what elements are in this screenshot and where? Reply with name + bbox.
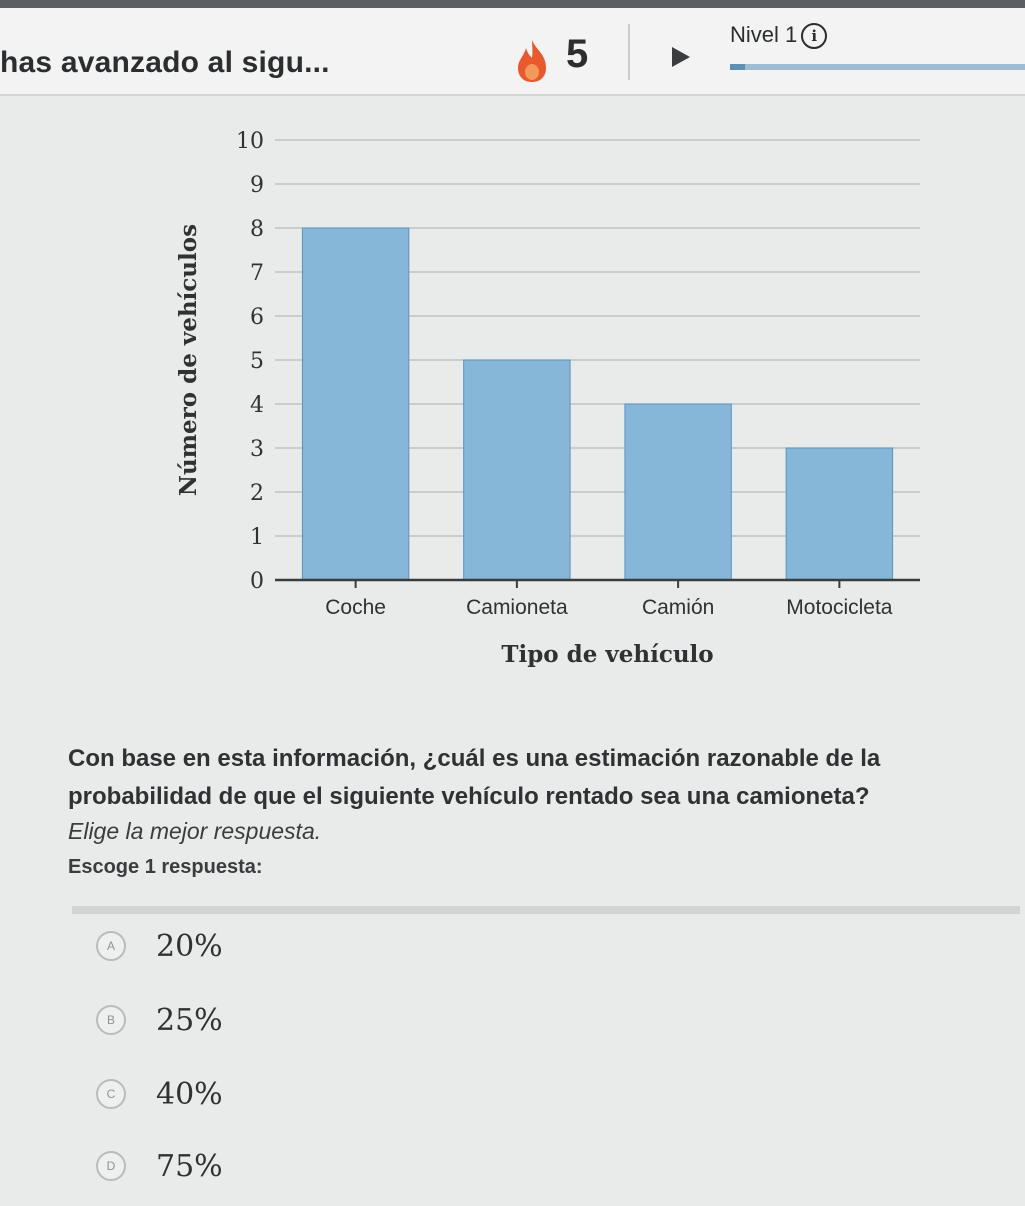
info-icon[interactable]: i — [801, 23, 828, 49]
option-d-text: 75% — [156, 1148, 223, 1184]
option-c-text: 40% — [156, 1076, 223, 1112]
option-b-text: 25% — [156, 1002, 223, 1038]
option-d[interactable]: D 75% — [96, 1146, 223, 1186]
play-icon[interactable] — [668, 44, 694, 70]
option-a[interactable]: A 20% — [96, 926, 223, 966]
top-strip — [0, 0, 1025, 8]
level-progress-fill — [730, 64, 745, 70]
option-a-marker: A — [96, 931, 126, 961]
x-tick-label: Camión — [642, 596, 714, 619]
bar-chart: 0 1 2 3 4 5 6 7 8 9 10 Coche Camioneta Camión Motocicl… — [175, 129, 920, 668]
question-text: Con base en esta información, ¿cuál es u… — [68, 745, 881, 810]
y-tick-label: 6 — [250, 305, 264, 330]
bar — [463, 359, 571, 581]
option-b-marker: B — [96, 1005, 126, 1035]
y-tick-label: 7 — [250, 261, 264, 286]
y-tick-label: 5 — [250, 349, 264, 374]
bar — [624, 403, 732, 581]
y-tick-label: 2 — [250, 481, 264, 506]
option-a-text: 20% — [156, 928, 223, 964]
option-c-marker: C — [96, 1079, 126, 1109]
y-axis-label: Número de vehículos — [175, 224, 202, 496]
x-tick-label: Camioneta — [466, 596, 568, 619]
streak-count: 5 — [566, 32, 589, 76]
x-tick-label: Motocicleta — [786, 596, 893, 619]
x-axis-label: Tipo de vehículo — [501, 641, 713, 668]
options-divider — [72, 906, 1020, 914]
level-text: Nivel 1 — [730, 22, 798, 47]
y-tick-label: 1 — [250, 525, 264, 550]
header-title: has avanzado al sigu... — [0, 46, 330, 79]
y-tick-label: 10 — [236, 129, 264, 154]
y-tick-label: 3 — [250, 437, 264, 462]
option-b[interactable]: B 25% — [96, 1000, 223, 1040]
flame-icon — [518, 40, 546, 82]
option-c[interactable]: C 40% — [96, 1074, 223, 1114]
y-tick-label: 0 — [250, 569, 264, 594]
bar — [301, 227, 410, 581]
level-progress-bar — [730, 64, 1025, 70]
y-tick-label: 4 — [250, 393, 264, 418]
answer-instruction: Escoge 1 respuesta: — [68, 856, 263, 878]
x-tick-label: Coche — [325, 596, 386, 619]
y-tick-label: 8 — [250, 217, 264, 242]
bar — [785, 447, 894, 581]
y-tick-label: 9 — [250, 173, 264, 198]
option-d-marker: D — [96, 1151, 126, 1181]
question-instruction: Elige la mejor respuesta. — [68, 818, 322, 844]
header-divider — [628, 24, 630, 80]
